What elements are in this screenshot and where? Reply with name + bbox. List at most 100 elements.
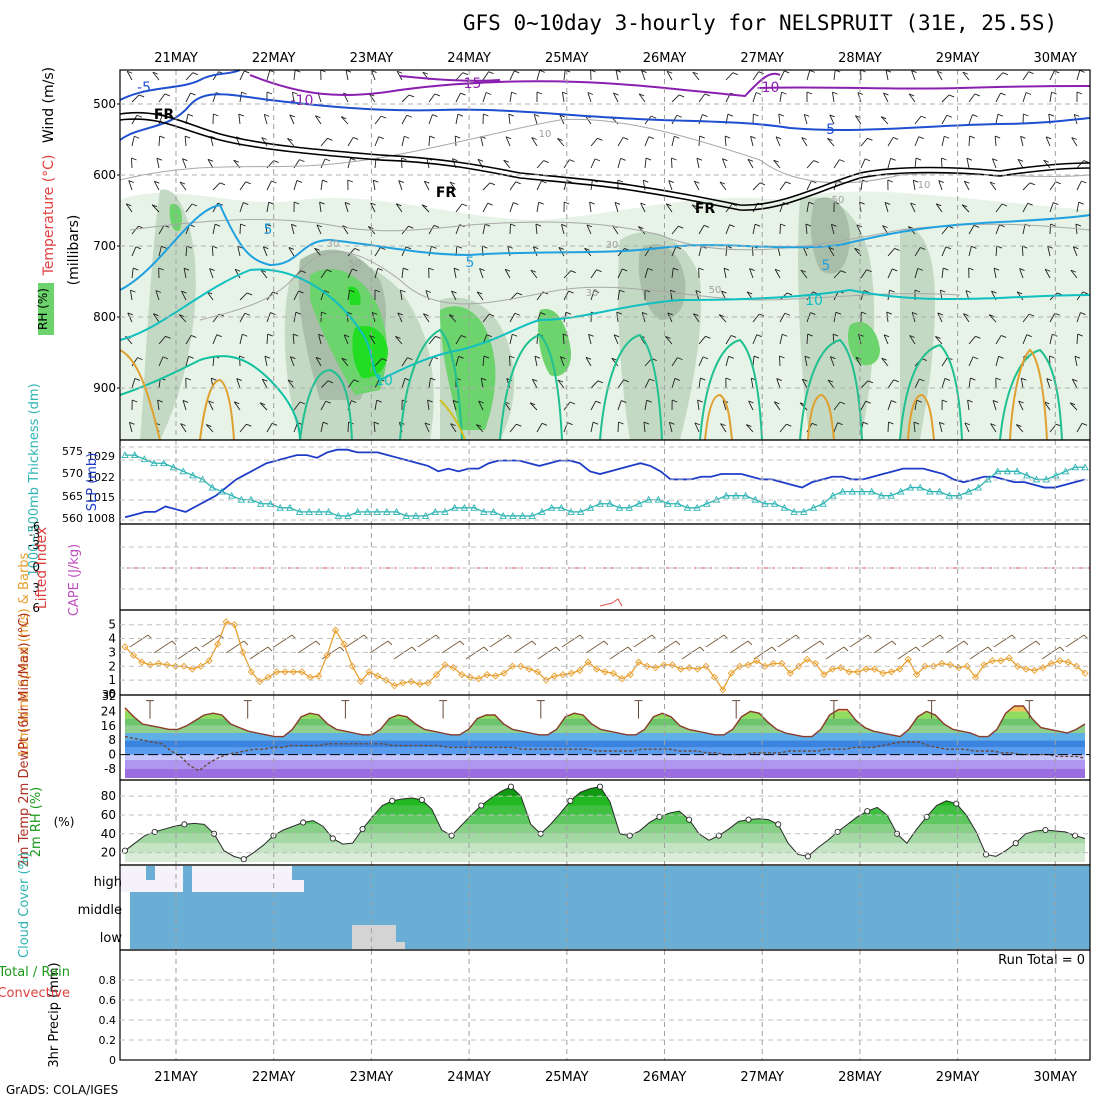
wind-barb-flag: [646, 399, 652, 403]
wind10-tick-label: 4: [108, 632, 116, 646]
wind-barb: [642, 180, 646, 191]
wind-barb: [860, 269, 867, 279]
li-tick-label-top: -6: [29, 520, 40, 533]
thickness-point: [916, 483, 924, 491]
thickness-point: [1042, 475, 1050, 483]
wind-barb: [533, 114, 538, 125]
wind-barb: [964, 422, 970, 433]
wind-barb-flag: [969, 135, 975, 139]
wind-barb-flag: [732, 72, 738, 76]
wind-barb-flag: [1076, 91, 1083, 95]
wind-barb-flag: [233, 159, 239, 163]
wind-barb-flag: [881, 357, 887, 361]
wind-barb-flag: [945, 246, 952, 250]
temp-tick-label: 16: [101, 719, 116, 733]
wind-barb: [801, 137, 808, 147]
wind-barb: [641, 70, 646, 81]
wind10-barb-flag: [699, 646, 705, 652]
wind-barb-flag: [595, 400, 601, 404]
wind-barb: [617, 379, 625, 389]
rh-shading: [440, 306, 496, 430]
wind-barb-flag: [909, 335, 915, 338]
wind-barb-flag: [181, 290, 187, 294]
wind-barb-flag: [882, 225, 888, 229]
thickness-point: [586, 503, 595, 511]
wind-barb: [1076, 180, 1082, 191]
wind-barb-flag: [750, 135, 756, 139]
wind-barb: [374, 358, 383, 367]
wind-barb-flag: [207, 158, 214, 162]
pressure-tick-label: 700: [93, 239, 116, 253]
wind10-point: [213, 640, 222, 648]
wind-barb: [131, 268, 134, 279]
thickness-point: [1023, 471, 1031, 479]
wind10-point: [786, 669, 794, 677]
wind-barb-flag: [264, 355, 271, 359]
rh-point: [418, 796, 425, 803]
ylabel-precip-total-rain: Total / Rain: [0, 965, 70, 980]
wind-barb: [185, 92, 191, 103]
wind-barb-flag: [321, 311, 327, 315]
wind-barb-flag: [1051, 91, 1057, 95]
slp-tick-label: 1008: [87, 512, 115, 525]
wind-barb: [941, 94, 950, 103]
wind-barb: [968, 246, 972, 257]
date-label-bottom: 25MAY: [545, 1070, 589, 1085]
wind-barb: [450, 423, 457, 433]
wind-barb: [401, 246, 407, 257]
rh-point: [864, 808, 871, 815]
low-cloud-block: [365, 930, 393, 936]
wind-barb: [479, 268, 484, 279]
wind10-point: [820, 670, 828, 679]
wind-barb-flag: [673, 267, 679, 271]
wind10-point: [146, 661, 154, 669]
wind-barb: [941, 268, 944, 279]
thickness-point: [140, 455, 149, 463]
wind-barb-flag: [291, 223, 297, 227]
wind-barb-flag: [128, 180, 134, 183]
thickness-point: [896, 487, 905, 495]
wind-barb: [239, 223, 241, 235]
wind-barb-flag: [1048, 113, 1054, 117]
wind-barb-flag: [182, 158, 188, 162]
wind-barb-flag: [449, 181, 456, 185]
wind10-point: [171, 662, 180, 670]
wind-barb: [775, 136, 781, 147]
wind-barb: [207, 159, 214, 169]
wind-barb-flag: [539, 69, 545, 73]
wind-barb: [914, 268, 919, 279]
wind-barb-flag: [380, 115, 387, 119]
wind-barb: [995, 335, 1002, 345]
wind-barb: [637, 226, 646, 235]
wind-barb: [395, 203, 403, 213]
wind-barb: [237, 246, 241, 257]
wind-barb-flag: [126, 203, 132, 207]
wind10-barb: [753, 646, 773, 660]
wind10-barb-flag: [771, 646, 777, 652]
rh-contour: [119, 118, 1091, 184]
li-tick-label: 6: [32, 601, 40, 615]
wind-barb-flag: [327, 380, 334, 384]
cloud-cover-panel: [120, 866, 1090, 949]
wind-barb: [968, 93, 976, 103]
wind-barb: [1049, 313, 1056, 323]
wind10-point: [559, 670, 567, 679]
wind10-barb: [777, 634, 797, 648]
thickness-point: [809, 503, 818, 511]
wind-barb: [941, 246, 947, 257]
wind-barb-flag: [1074, 113, 1080, 117]
wind-barb-flag: [190, 335, 197, 338]
wind-barb: [509, 92, 513, 103]
wind10-point: [1030, 666, 1039, 675]
wind10-point: [382, 676, 390, 684]
wind10-point: [980, 661, 988, 669]
wind-barb: [341, 357, 349, 367]
thickness-point: [1003, 467, 1012, 475]
wind-barb: [640, 202, 646, 213]
wind-barb-flag: [810, 312, 816, 316]
wind-barb-flag: [533, 246, 539, 250]
cloud-level-label: middle: [78, 903, 122, 918]
wind-barb-flag: [962, 71, 969, 75]
wind-barb-flag: [244, 70, 250, 74]
wind-barb-flag: [512, 333, 518, 337]
